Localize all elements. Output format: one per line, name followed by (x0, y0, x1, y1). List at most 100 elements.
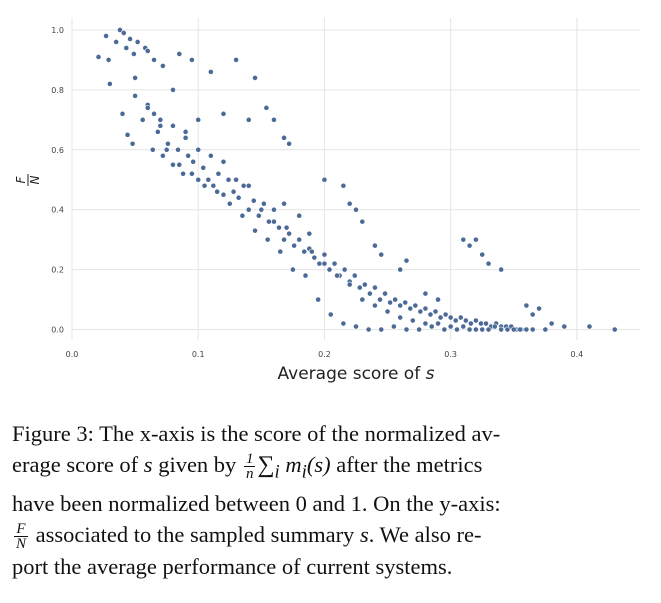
data-point (103, 33, 109, 39)
data-point (435, 296, 441, 303)
data-point (281, 200, 287, 207)
data-point (233, 176, 239, 183)
caption-text: associated to the sampled summary (30, 521, 360, 547)
data-point (457, 314, 464, 321)
data-point (483, 320, 489, 327)
data-point (321, 260, 328, 267)
data-point (220, 158, 227, 165)
data-point (561, 323, 568, 330)
data-point (271, 116, 277, 123)
caption-math: s (359, 521, 369, 547)
data-point (498, 326, 505, 333)
data-point (190, 158, 197, 165)
data-point (176, 51, 183, 57)
data-point (321, 176, 328, 183)
data-point (460, 323, 467, 330)
data-point (225, 176, 232, 183)
data-point (356, 284, 363, 291)
caption-text: . We also re- (368, 521, 482, 547)
fraction-numerator: 1 (243, 451, 256, 468)
data-point (264, 236, 271, 243)
data-point (378, 326, 385, 333)
data-point (523, 302, 530, 309)
data-point (230, 188, 237, 195)
data-point (302, 272, 309, 279)
data-point (359, 218, 366, 225)
data-point (276, 224, 282, 231)
y-tick-label: 0.2 (51, 266, 64, 275)
data-point (466, 326, 473, 333)
data-point (586, 323, 593, 330)
x-tick-label: 0.0 (66, 350, 79, 359)
scatter-chart: 0.0 0.1 0.2 0.3 0.4 0.0 0.2 0.4 0.6 0.8 1.0 Avera… (14, 18, 640, 384)
data-point (485, 260, 492, 267)
y-tick-label: 0.8 (51, 86, 64, 95)
data-point (132, 92, 139, 99)
data-point (144, 104, 151, 111)
data-point (387, 299, 393, 306)
data-point (200, 164, 207, 171)
data-point (240, 182, 247, 189)
caption-line-1: Figure 3: The x-axis is the score of the… (12, 421, 501, 446)
sum-symbol: ∑ (257, 452, 275, 478)
data-point (417, 308, 424, 315)
plot-area (72, 18, 640, 340)
data-point (119, 110, 126, 117)
data-point (252, 227, 258, 234)
data-point (427, 311, 434, 318)
data-point (334, 272, 340, 279)
data-point (235, 194, 242, 201)
caption-subscript: i (274, 461, 280, 483)
data-point (207, 69, 214, 75)
data-point (331, 260, 338, 267)
data-point (491, 323, 498, 330)
data-point (258, 206, 265, 213)
data-point (479, 326, 486, 333)
data-point (220, 191, 227, 198)
data-point (271, 218, 277, 225)
caption-text: erage score of (12, 452, 144, 477)
data-point (372, 302, 378, 309)
data-point (529, 326, 536, 333)
data-point (479, 251, 486, 258)
data-point (473, 317, 479, 324)
y-tick-label: 1.0 (51, 26, 64, 35)
data-point (139, 116, 146, 123)
figure-caption: Figure 3: The x-axis is the score of the… (12, 418, 652, 582)
data-point (233, 57, 239, 63)
data-point (210, 182, 217, 189)
data-point (263, 104, 270, 111)
data-point (105, 57, 112, 63)
data-point (327, 311, 334, 318)
data-point (286, 230, 293, 237)
data-point (113, 39, 120, 45)
fraction-numerator: F (14, 521, 29, 537)
y-axis-title: F N (14, 174, 42, 186)
data-point (134, 39, 141, 45)
data-point (205, 176, 212, 183)
x-tick-label: 0.4 (571, 350, 584, 359)
data-point (239, 212, 246, 219)
data-point (473, 236, 479, 243)
caption-line-5: port the average performance of current … (12, 553, 453, 579)
data-point (361, 281, 368, 288)
data-point (510, 326, 517, 333)
data-point (340, 320, 347, 327)
data-point (340, 182, 347, 189)
data-point (245, 206, 252, 213)
data-point (214, 188, 221, 195)
data-point (402, 299, 409, 306)
y-tick-label: 0.4 (51, 206, 64, 215)
data-point (226, 200, 233, 207)
data-point (517, 326, 523, 333)
data-point (428, 323, 435, 330)
data-point (195, 146, 202, 153)
data-point (170, 161, 176, 168)
data-point (548, 320, 555, 327)
data-point (271, 206, 277, 213)
data-point (170, 86, 176, 93)
data-point (195, 116, 202, 123)
